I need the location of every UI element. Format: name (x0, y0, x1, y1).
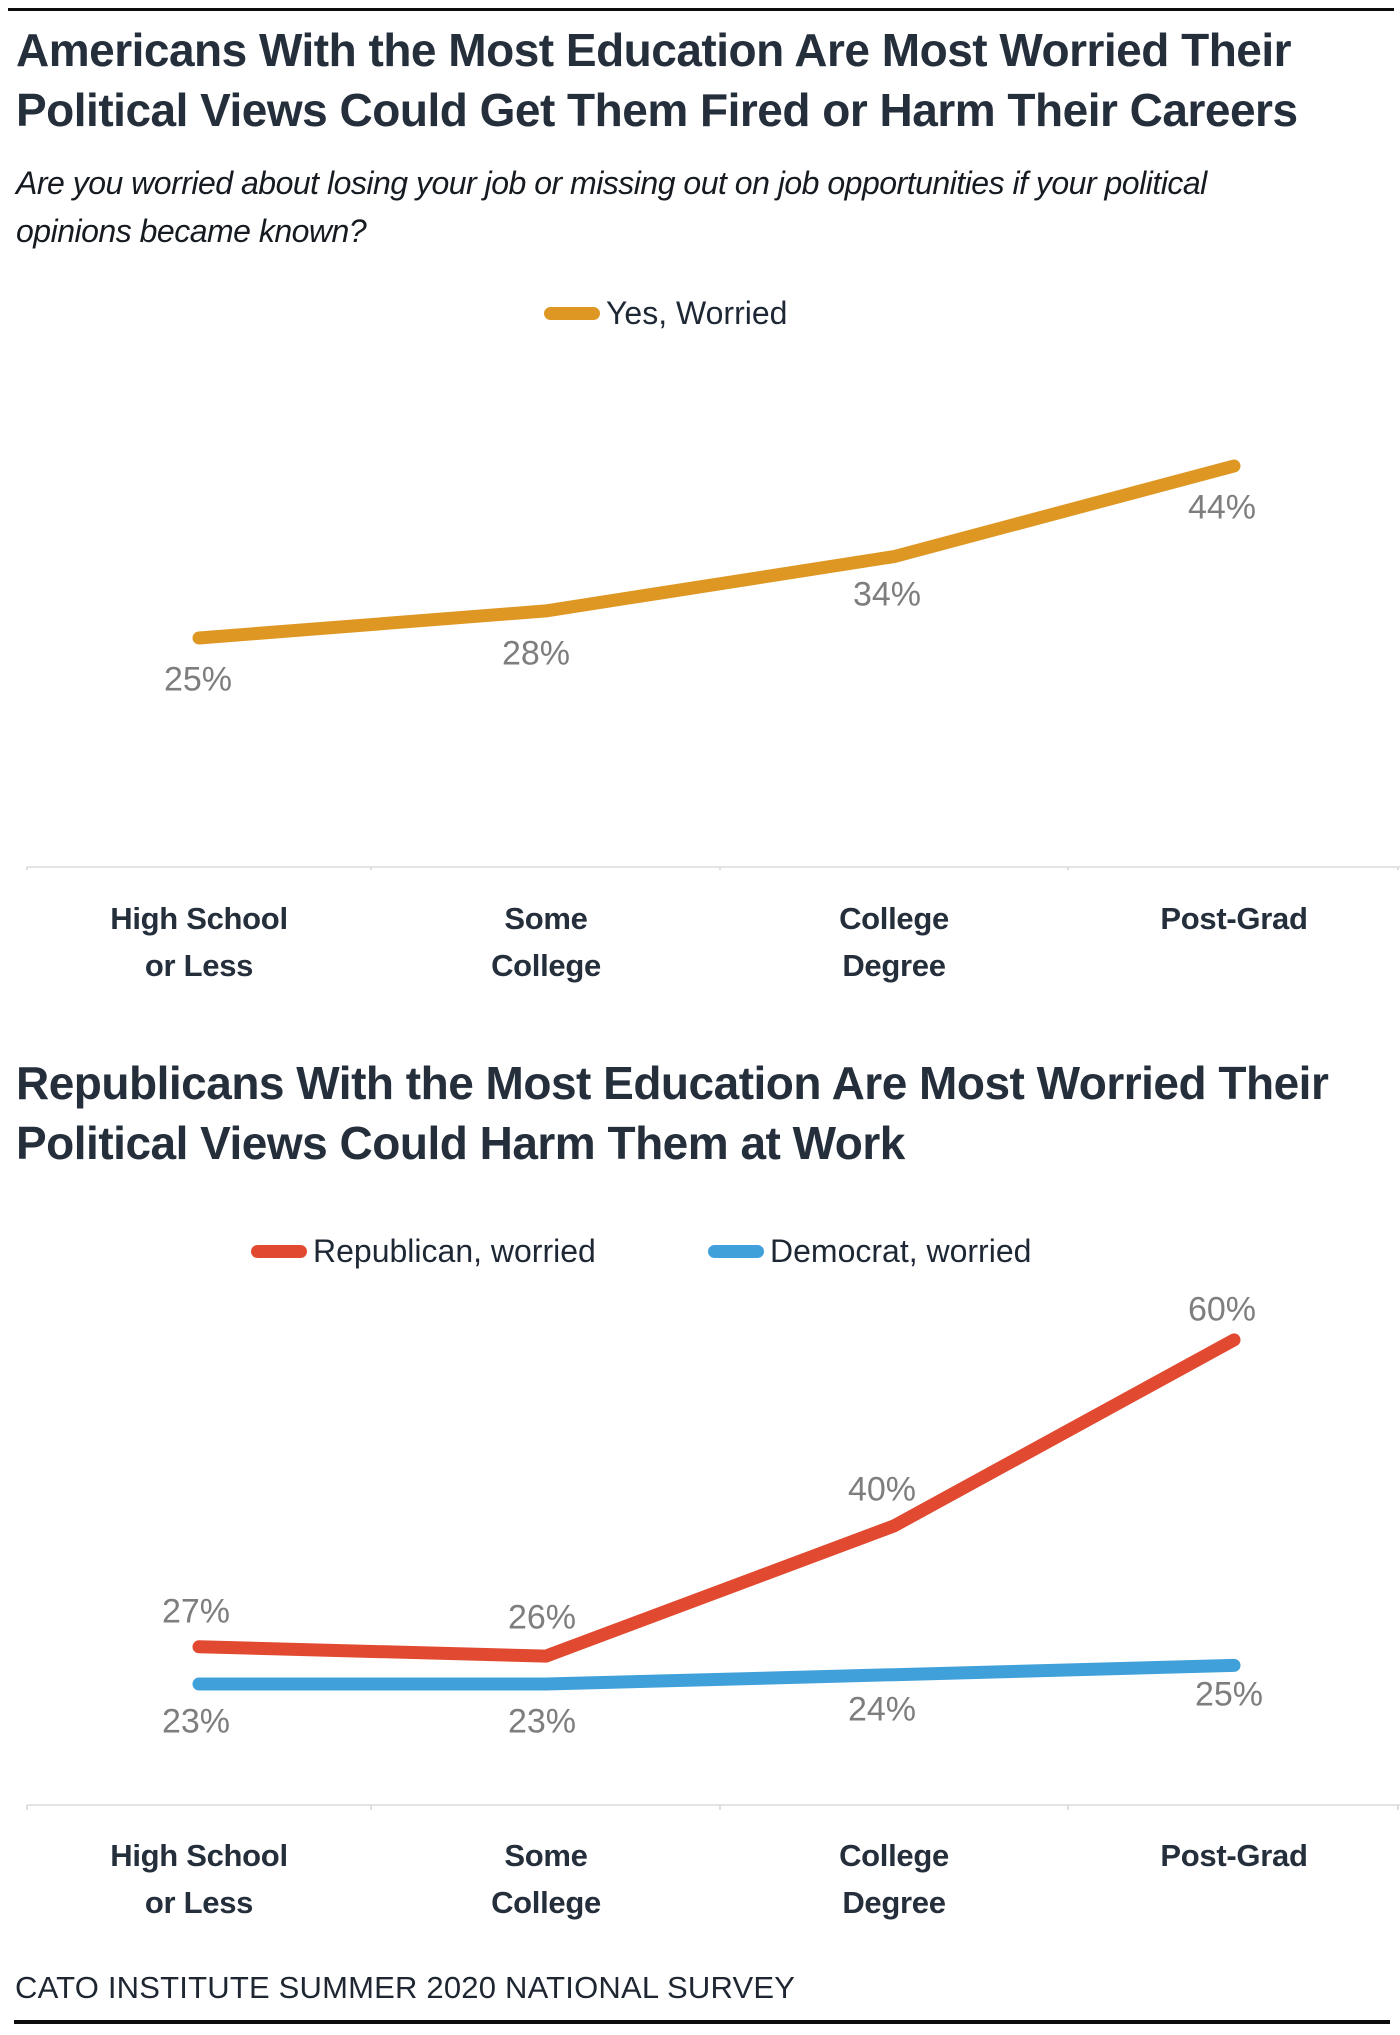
chart1-subtitle-line2: opinions became known? (16, 213, 367, 249)
data-label-republican-worried: 26% (507, 1598, 577, 1637)
chart1-title-line2: Political Views Could Get Them Fired or … (16, 84, 1298, 136)
category-label-college-degree: College Degree (839, 1838, 949, 1920)
chart2-title-line1: Republicans With the Most Education Are … (16, 1057, 1329, 1109)
democrat-worried-legend-label: Democrat, worried (770, 1233, 1032, 1269)
data-label-yes-worried: 28% (501, 634, 571, 673)
category-label-post-grad: Post-Grad (1160, 1838, 1308, 1873)
chart2-title: Republicans With the Most Education Are … (16, 1053, 1329, 1173)
republican-worried-legend-label: Republican, worried (313, 1233, 596, 1269)
data-label-republican-worried: 27% (161, 1592, 231, 1631)
source-note: CATO INSTITUTE SUMMER 2020 NATIONAL SURV… (15, 1970, 796, 2005)
data-label-yes-worried: 34% (852, 575, 922, 614)
yes-worried-legend-swatch (544, 307, 600, 320)
yes-worried-legend-label: Yes, Worried (606, 295, 788, 331)
chart1-subtitle-line1: Are you worried about losing your job or… (16, 165, 1207, 201)
top-rule (8, 8, 1394, 11)
category-label-high-school-or-less: High School or Less (110, 1838, 288, 1920)
data-label-democrat-worried: 25% (1194, 1675, 1264, 1714)
chart2-plot-area (26, 1333, 1400, 1810)
data-label-yes-worried: 44% (1187, 488, 1257, 527)
chart1-title-line1: Americans With the Most Education Are Mo… (16, 24, 1292, 76)
chart1-title: Americans With the Most Education Are Mo… (16, 20, 1298, 140)
chart1-plot-area (26, 459, 1400, 870)
data-label-democrat-worried: 23% (161, 1702, 231, 1741)
chart1-legend: Yes, Worried (544, 295, 787, 332)
bottom-rule (14, 2020, 1390, 2024)
series-line-yes-worried (192, 459, 1241, 645)
data-label-yes-worried: 25% (163, 660, 233, 699)
data-label-democrat-worried: 24% (847, 1690, 917, 1729)
category-label-post-grad: Post-Grad (1160, 901, 1308, 936)
series-line-republican-worried (192, 1333, 1241, 1663)
republican-worried-legend-swatch (251, 1245, 307, 1258)
category-label-high-school-or-less: High School or Less (110, 901, 288, 983)
chart2-legend-republican: Republican, worried (251, 1233, 596, 1270)
category-label-some-college: Some College (491, 1838, 601, 1920)
democrat-worried-legend-swatch (708, 1245, 764, 1258)
data-label-republican-worried: 60% (1187, 1290, 1257, 1329)
category-label-college-degree: College Degree (839, 901, 949, 983)
chart1-subtitle: Are you worried about losing your job or… (16, 159, 1207, 255)
series-line-democrat-worried (192, 1658, 1241, 1691)
category-label-some-college: Some College (491, 901, 601, 983)
data-label-democrat-worried: 23% (507, 1702, 577, 1741)
data-label-republican-worried: 40% (847, 1470, 917, 1509)
chart2-title-line2: Political Views Could Harm Them at Work (16, 1117, 905, 1169)
chart2-legend-democrat: Democrat, worried (708, 1233, 1031, 1270)
